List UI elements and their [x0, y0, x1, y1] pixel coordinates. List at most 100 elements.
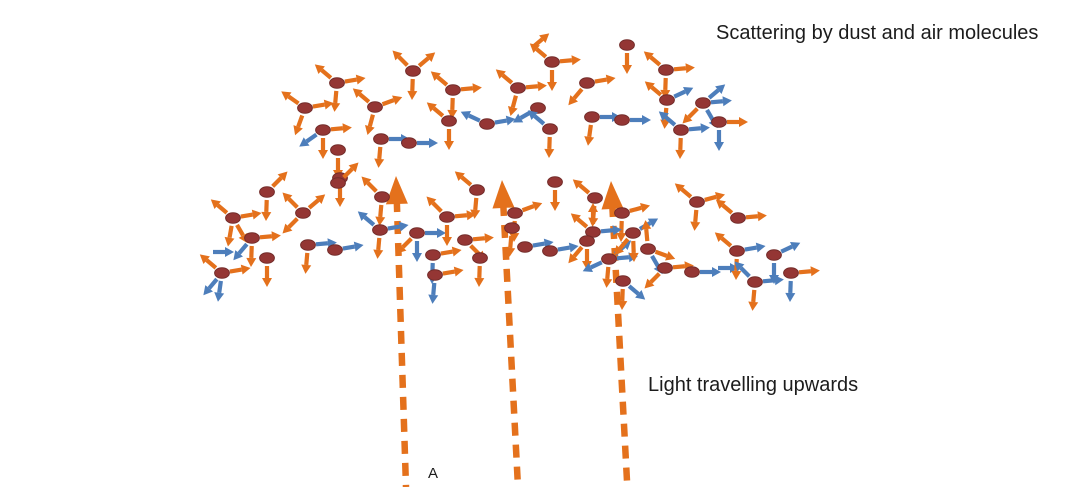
- scatter-arrow-icon: [559, 58, 573, 64]
- scatter-arrow-icon: [739, 266, 751, 278]
- scatter-arrowhead-icon: [199, 254, 210, 264]
- scatter-arrow-icon: [720, 236, 733, 248]
- scatter-arrow-icon: [440, 249, 454, 256]
- scatter-arrowhead-icon: [660, 119, 671, 129]
- scatter-arrow-icon: [680, 187, 693, 199]
- scatter-arrowhead-icon: [571, 55, 581, 66]
- scatter-arrow-icon: [525, 84, 539, 90]
- scatter-arrow-icon: [798, 269, 812, 275]
- particle-dot-icon: [469, 184, 485, 196]
- point-a-label: A: [428, 465, 439, 482]
- scatter-arrow-icon: [287, 94, 300, 106]
- scatter-arrowhead-icon: [635, 290, 646, 300]
- scatter-arrow-icon: [688, 126, 702, 132]
- scatter-arrowhead-icon: [392, 50, 403, 61]
- scatter-arrowhead-icon: [675, 149, 686, 159]
- scatter-arrowhead-icon: [643, 51, 654, 61]
- title-label: Scattering by dust and air molecules: [716, 22, 1039, 44]
- scatter-arrowhead-icon: [715, 191, 726, 202]
- scatter-arrowhead-icon: [537, 81, 547, 92]
- scatter-arrowhead-icon: [682, 113, 693, 124]
- scatter-arrow-icon: [650, 85, 663, 97]
- scatter-arrowhead-icon: [665, 251, 676, 261]
- particle-dot-icon: [225, 212, 241, 224]
- particle-dot-icon: [510, 82, 526, 94]
- scatter-arrowhead-icon: [644, 278, 655, 289]
- scatter-arrowhead-icon: [602, 278, 613, 288]
- scatter-arrowhead-icon: [225, 247, 234, 257]
- scatter-arrowhead-icon: [550, 202, 560, 211]
- scatter-arrow-icon: [704, 194, 717, 202]
- scatter-arrow-icon: [237, 242, 249, 255]
- scatter-arrow-icon: [473, 197, 479, 211]
- particle-dot-icon: [372, 224, 388, 236]
- scatter-arrowhead-icon: [472, 83, 482, 94]
- scatter-arrow-icon: [594, 77, 608, 84]
- scatter-arrowhead-icon: [739, 117, 748, 127]
- scatter-arrow-icon: [229, 267, 243, 274]
- particle-dot-icon: [425, 249, 441, 261]
- scatter-arrow-icon: [342, 244, 356, 251]
- scatter-arrowhead-icon: [785, 292, 796, 302]
- scatter-arrowhead-icon: [644, 81, 655, 91]
- scatter-arrow-icon: [578, 183, 591, 195]
- scatter-arrowhead-icon: [396, 243, 407, 254]
- scatter-arrow-icon: [557, 245, 571, 252]
- scatter-arrow-icon: [259, 234, 273, 240]
- scatter-arrow-icon: [330, 126, 344, 132]
- scatter-arrowhead-icon: [582, 262, 593, 272]
- scatter-arrowhead-icon: [714, 142, 724, 151]
- light-beam-left-dashed-line: [393, 198, 410, 487]
- scatter-arrow-icon: [780, 244, 794, 254]
- particle-dot-icon: [330, 177, 346, 189]
- scatter-arrow-icon: [432, 106, 445, 118]
- scatter-arrowhead-icon: [301, 264, 312, 274]
- scatter-arrow-icon: [510, 95, 518, 108]
- scatter-arrow-icon: [600, 228, 614, 234]
- particle-dot-icon: [315, 124, 331, 136]
- scatter-arrow-icon: [673, 66, 687, 72]
- scatter-arrowhead-icon: [453, 266, 464, 277]
- scatter-arrowhead-icon: [512, 113, 524, 123]
- particle-dot-icon: [439, 211, 455, 223]
- scatter-arrowhead-icon: [810, 266, 820, 277]
- scatter-arrowhead-icon: [398, 221, 409, 232]
- scatter-arrow-icon: [376, 237, 382, 251]
- scatter-arrow-icon: [307, 198, 320, 210]
- scatter-arrowhead-icon: [282, 192, 293, 203]
- scatter-arrow-icon: [572, 245, 584, 258]
- scatter-arrowhead-icon: [642, 115, 651, 125]
- scatter-arrowhead-icon: [495, 69, 506, 79]
- particle-dot-icon: [711, 116, 727, 128]
- scatter-arrowhead-icon: [315, 194, 326, 204]
- scatter-arrow-icon: [436, 75, 449, 87]
- scatter-arrow-icon: [397, 55, 409, 67]
- scatter-arrow-icon: [342, 167, 354, 179]
- scatter-arrowhead-icon: [352, 88, 363, 98]
- scatter-arrowhead-icon: [224, 236, 235, 247]
- scatter-arrowhead-icon: [674, 183, 685, 193]
- scatter-arrowhead-icon: [539, 33, 550, 43]
- particle-dot-icon: [619, 39, 635, 51]
- particle-dot-icon: [329, 77, 345, 89]
- particle-dot-icon: [327, 244, 343, 256]
- scatter-arrow-icon: [576, 217, 589, 229]
- scatter-arrow-icon: [687, 107, 699, 119]
- scatter-arrowhead-icon: [466, 210, 476, 221]
- particle-dot-icon: [587, 192, 603, 204]
- particle-dot-icon: [614, 207, 630, 219]
- scatter-arrowhead-icon: [658, 111, 669, 121]
- scatter-arrowhead-icon: [614, 245, 624, 256]
- scatter-arrow-icon: [535, 47, 548, 59]
- scatter-arrowhead-icon: [299, 137, 310, 147]
- scatter-arrowhead-icon: [233, 250, 243, 261]
- scatter-arrow-icon: [644, 228, 650, 242]
- scatter-arrow-icon: [205, 258, 218, 270]
- particle-dot-icon: [441, 115, 457, 127]
- particle-dot-icon: [542, 245, 558, 257]
- scatter-arrowhead-icon: [353, 241, 364, 252]
- scatter-arrow-icon: [377, 146, 383, 160]
- scatter-arrow-icon: [296, 114, 305, 128]
- scatter-arrow-icon: [494, 118, 508, 125]
